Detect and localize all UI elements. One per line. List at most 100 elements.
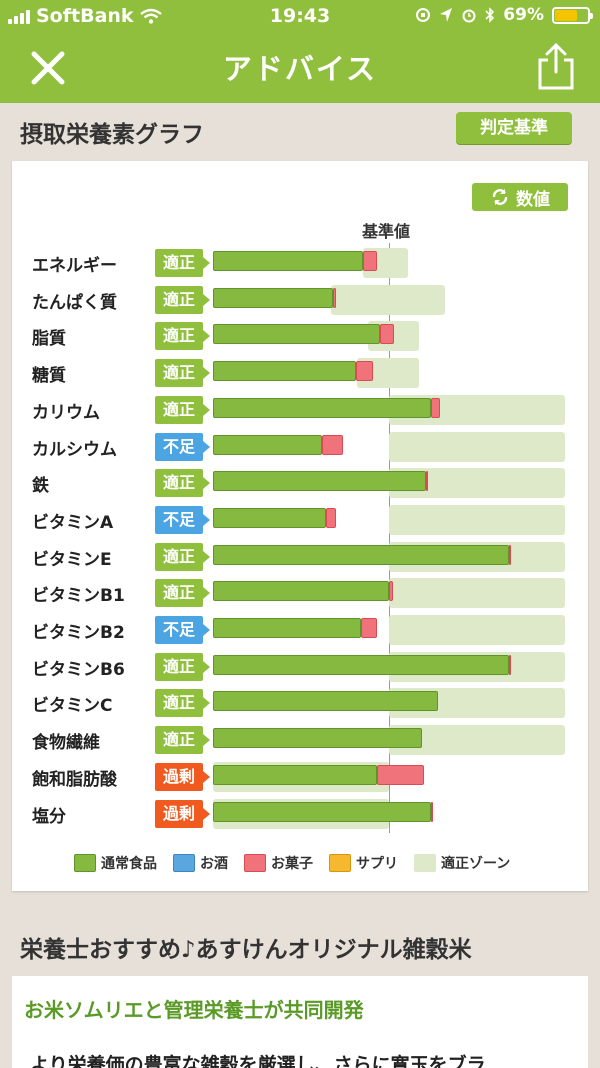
legend-item: お菓子 — [244, 853, 313, 873]
section-title: 摂取栄養素グラフ — [20, 122, 204, 148]
nutrient-name: 脂質 — [32, 329, 66, 350]
normal-food-bar — [213, 507, 326, 528]
nutrient-row: たんぱく質 適正 — [12, 283, 588, 320]
status-label: 適正 — [162, 473, 195, 493]
nutrient-name: たんぱく質 — [32, 292, 117, 313]
criteria-button[interactable]: 判定基準 — [456, 112, 572, 144]
status-badge: 適正 — [155, 689, 210, 718]
status-badge: 適正 — [155, 285, 210, 314]
nutrient-row: 食物繊維 適正 — [12, 723, 588, 760]
nutrient-row: ビタミンE 適正 — [12, 540, 588, 577]
reference-line — [389, 243, 390, 833]
share-icon[interactable] — [534, 42, 578, 92]
nutrient-name: ビタミンB6 — [32, 659, 125, 680]
recommendation-card[interactable]: お米ソムリエと管理栄養士が共同開発 より栄養価の豊富な雑穀を厳選し、さらに寛玉を… — [12, 976, 588, 1068]
value-toggle-button[interactable]: 数値 — [472, 183, 568, 211]
status-badge: 過剰 — [155, 799, 210, 828]
proper-zone-bar — [389, 615, 565, 645]
location-icon — [440, 8, 453, 22]
status-label: 不足 — [162, 509, 195, 529]
reference-label: 基準値 — [362, 222, 411, 241]
status-badge: 不足 — [155, 616, 210, 644]
status-label: 適正 — [162, 693, 195, 713]
normal-food-bar — [213, 728, 423, 749]
status-badge: 不足 — [155, 505, 210, 534]
status-badge: 過剰 — [155, 762, 210, 791]
wifi-icon — [139, 8, 162, 24]
bluetooth-icon — [485, 7, 495, 23]
snack-bar — [508, 654, 511, 675]
normal-food-bar — [213, 654, 509, 675]
status-label: 適正 — [162, 583, 195, 603]
normal-food-bar — [213, 544, 509, 565]
status-label: 適正 — [162, 289, 195, 309]
normal-food-bar — [213, 764, 377, 785]
nutrient-name: ビタミンA — [32, 512, 114, 533]
normal-food-bar — [213, 251, 363, 271]
proper-zone-bar — [389, 504, 565, 535]
carrier-label: SoftBank — [36, 5, 134, 27]
nutrient-name: エネルギー — [32, 256, 117, 276]
status-label: 適正 — [162, 546, 195, 566]
snack-bar — [355, 361, 374, 382]
nutrient-row: ビタミンC 適正 — [12, 686, 588, 723]
normal-food-bar — [213, 471, 426, 492]
close-icon[interactable] — [28, 48, 68, 88]
snack-bar — [325, 507, 337, 528]
status-badge: 適正 — [155, 652, 210, 681]
legend-item: 通常食品 — [74, 853, 157, 873]
status-badge: 適正 — [155, 249, 210, 277]
status-label: 適正 — [162, 253, 195, 272]
nutrient-name: 食物繊維 — [32, 733, 100, 754]
refresh-icon — [492, 189, 508, 205]
lock-rotation-icon — [416, 8, 431, 22]
nutrient-row: 脂質 適正 — [12, 319, 588, 356]
alarm-icon — [462, 9, 476, 23]
status-label: 過剰 — [162, 803, 195, 823]
normal-food-bar — [213, 691, 439, 712]
status-label: 不足 — [162, 620, 195, 639]
nutrient-name: ビタミンE — [32, 549, 112, 570]
nutrient-name: カルシウム — [32, 439, 117, 460]
status-badge: 適正 — [155, 542, 210, 571]
nutrient-row: 飽和脂肪酸 過剰 — [12, 760, 588, 797]
snack-bar — [508, 544, 511, 565]
nutrient-name: ビタミンC — [32, 696, 113, 717]
legend-item: 適正ゾーン — [414, 853, 510, 873]
status-badge: 適正 — [155, 579, 210, 608]
status-label: 適正 — [162, 326, 195, 346]
snack-bar — [332, 287, 337, 308]
nutrient-name: 飽和脂肪酸 — [32, 769, 117, 790]
snack-bar — [380, 324, 395, 345]
snack-bar — [360, 618, 377, 638]
normal-food-bar — [213, 287, 333, 308]
value-button-label: 数値 — [516, 189, 550, 210]
nutrient-row: ビタミンB6 適正 — [12, 650, 588, 687]
snack-bar — [425, 471, 428, 492]
nutrient-name: 塩分 — [32, 806, 66, 827]
status-badge: 不足 — [155, 432, 210, 461]
status-label: 適正 — [162, 656, 195, 676]
nutrient-row: 塩分 過剰 — [12, 797, 588, 834]
status-label: 適正 — [162, 363, 195, 383]
recommendation-subtitle[interactable]: お米ソムリエと管理栄養士が共同開発 — [24, 998, 364, 1022]
nutrient-name: ビタミンB2 — [32, 623, 125, 643]
top-bar: SoftBank 19:43 69% アドバイス — [0, 0, 600, 103]
signal-icon — [8, 8, 30, 24]
status-badge: 適正 — [155, 469, 210, 498]
recommendation-header: 栄養士おすすめ♪あすけんオリジナル雑穀米 — [12, 910, 588, 976]
nutrient-row: ビタミンB1 適正 — [12, 576, 588, 613]
proper-zone-bar — [330, 284, 446, 315]
status-badge: 適正 — [155, 322, 210, 351]
normal-food-bar — [213, 434, 323, 455]
snack-bar — [376, 764, 425, 785]
nutrient-row: ビタミンA 不足 — [12, 503, 588, 540]
legend-item: サプリ — [329, 853, 398, 873]
chart-legend: 通常食品 お酒 お菓子 サプリ 適正ゾーン — [74, 853, 518, 873]
nutrient-row: エネルギー 適正 — [12, 246, 588, 283]
proper-zone-bar — [389, 578, 565, 609]
nutrient-name: ビタミンB1 — [32, 586, 125, 607]
battery-icon — [552, 6, 593, 24]
nutrient-name: カリウム — [32, 402, 100, 423]
nutrient-row: ビタミンB2 不足 — [12, 613, 588, 650]
